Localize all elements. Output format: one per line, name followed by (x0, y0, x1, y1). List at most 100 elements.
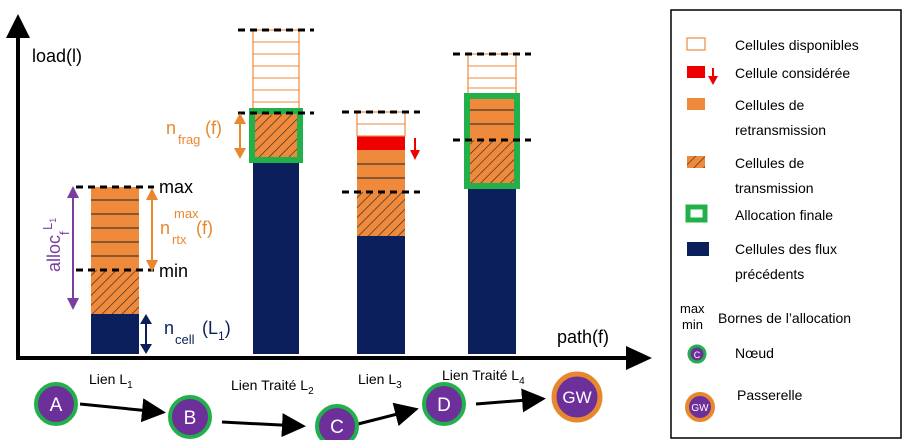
max-label: max (159, 177, 193, 197)
retransmission-swatch (687, 98, 705, 110)
legend-item-available: Cellules disponibles (686, 37, 859, 53)
red-down-arrow (410, 138, 420, 160)
y-axis-arrowhead (6, 14, 30, 38)
svg-text:Cellules disponibles: Cellules disponibles (735, 37, 859, 53)
svg-text:B: B (184, 408, 197, 429)
considered-swatch (687, 66, 705, 78)
svg-text:frag: frag (178, 132, 200, 147)
previous-flows-cells (357, 236, 405, 354)
final-allocation-frame (249, 108, 303, 163)
legend-item-transmission: Cellules de transmission (687, 155, 814, 196)
svg-text:C: C (330, 417, 344, 438)
link-label-1: Lien L1 (89, 371, 133, 391)
transmission-swatch (687, 156, 705, 168)
previous-swatch (687, 242, 709, 256)
svg-text:(L1): (L1) (202, 318, 231, 343)
axes: load(l) path(f) (6, 14, 652, 370)
svg-text:A: A (50, 395, 63, 416)
bar-link-3 (342, 110, 420, 354)
considered-cell (357, 136, 405, 150)
available-swatch (686, 37, 706, 51)
svg-text:précédents: précédents (735, 266, 804, 282)
n-frag-label: n frag (f) (166, 118, 222, 147)
legend-frame (670, 9, 902, 439)
node-d: D (422, 382, 466, 426)
svg-text:Cellule considérée: Cellule considérée (735, 65, 850, 81)
svg-text:max: max (174, 206, 199, 221)
svg-text:D: D (437, 395, 451, 416)
svg-text:L1: L1 (40, 218, 58, 230)
svg-text:transmission: transmission (735, 180, 814, 196)
svg-text:(f): (f) (196, 218, 213, 238)
path-arrows (79, 388, 546, 438)
link-label-3: Lien L3 (358, 371, 402, 391)
node-a: A (34, 382, 78, 426)
svg-text:min: min (682, 317, 703, 332)
y-axis-label: load(l) (32, 46, 82, 66)
legend-item-final: Allocation finale (685, 204, 833, 223)
node-b: B (168, 395, 212, 439)
transmission-cells (357, 192, 405, 236)
x-axis-label: path(f) (557, 327, 609, 347)
final-swatch (685, 204, 708, 223)
svg-text:allocf: allocf (44, 231, 72, 272)
svg-text:Allocation finale: Allocation finale (735, 207, 833, 223)
x-axis-arrowhead (626, 346, 652, 370)
svg-text:Cellules des flux: Cellules des flux (735, 241, 837, 257)
min-label: min (159, 261, 188, 281)
svg-text:GW: GW (562, 388, 591, 407)
bar-link-2: n frag (f) (166, 28, 314, 354)
svg-text:n: n (160, 218, 170, 238)
bar-link-4 (453, 52, 531, 354)
previous-flows-cells (91, 314, 139, 354)
available-cells (467, 53, 517, 97)
n-rtx-arrow (146, 188, 158, 272)
transmission-cells (91, 270, 139, 314)
alloc-label: allocf L1 (40, 218, 72, 272)
gateway-icon (685, 392, 715, 422)
available-cells (252, 29, 300, 115)
previous-flows-cells (253, 160, 299, 354)
transmission-cells (253, 114, 299, 160)
node-icon (687, 344, 707, 364)
transmission-cells (468, 140, 516, 186)
svg-text:Bornes de l’allocation: Bornes de l’allocation (718, 310, 851, 326)
legend-item-gateway: GW Passerelle (685, 387, 803, 422)
link-label-4: Lien Traité L4 (442, 367, 525, 387)
retransmission-cells (468, 96, 516, 140)
available-cells (356, 111, 406, 137)
svg-text:n: n (164, 318, 174, 338)
svg-text:(f): (f) (205, 118, 222, 138)
retransmission-cells (357, 150, 405, 192)
n-cell-label: n cell (L1) (164, 318, 231, 347)
n-rtx-label: max n rtx (f) (160, 206, 213, 247)
link-label-2: Lien Traité L2 (231, 377, 314, 397)
svg-text:retransmission: retransmission (735, 122, 826, 138)
n-cell-arrow (140, 314, 152, 354)
alloc-arrow (67, 186, 79, 310)
svg-text:cell: cell (175, 332, 195, 347)
svg-text:Passerelle: Passerelle (737, 387, 803, 403)
svg-text:n: n (166, 118, 176, 138)
legend-item-previous: Cellules des flux précédents (687, 241, 837, 282)
svg-text:max: max (680, 301, 705, 316)
n-frag-arrow (234, 113, 246, 159)
link-labels: Lien L1 Lien Traité L2 Lien L3 Lien Trai… (89, 367, 525, 397)
svg-text:C: C (694, 350, 701, 360)
node-c: C (315, 404, 359, 440)
gateway-node: GW (551, 371, 603, 423)
bar-link-1: max min allocf L1 max n rtx (f) (40, 177, 231, 354)
retransmission-cells (91, 187, 139, 270)
svg-text:Nœud: Nœud (735, 345, 774, 361)
legend: Cellules disponibles Cellule considérée … (670, 9, 902, 439)
legend-item-node: C Nœud (687, 344, 774, 364)
previous-flows-cells (468, 186, 516, 354)
legend-item-retransmission: Cellules de retransmission (687, 97, 826, 138)
svg-text:Cellules de: Cellules de (735, 97, 804, 113)
svg-text:GW: GW (691, 403, 709, 414)
legend-item-considered: Cellule considérée (687, 65, 850, 85)
svg-text:rtx: rtx (172, 232, 187, 247)
legend-item-bounds: max min Bornes de l’allocation (680, 301, 851, 332)
svg-text:Cellules de: Cellules de (735, 155, 804, 171)
